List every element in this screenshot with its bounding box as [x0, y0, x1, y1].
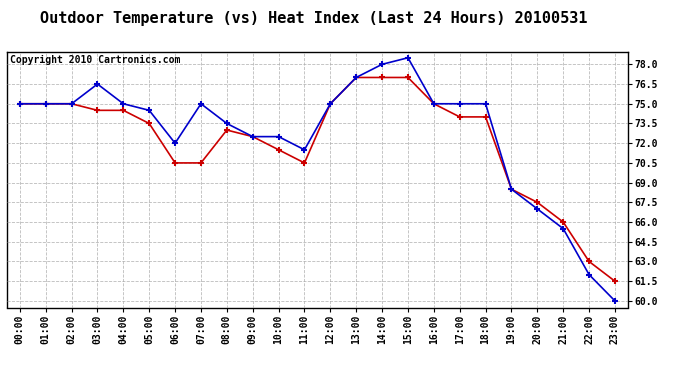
Text: Outdoor Temperature (vs) Heat Index (Last 24 Hours) 20100531: Outdoor Temperature (vs) Heat Index (Las…	[40, 11, 588, 26]
Text: Copyright 2010 Cartronics.com: Copyright 2010 Cartronics.com	[10, 55, 180, 65]
